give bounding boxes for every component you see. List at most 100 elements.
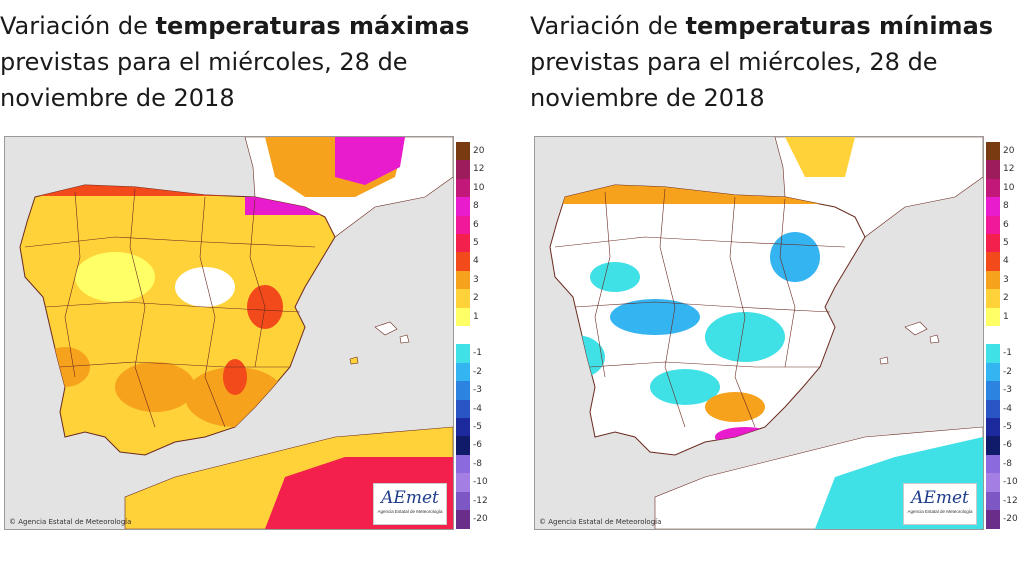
legend-label: -2 [473, 366, 482, 377]
min-temperature-map: © Agencia Estatal de Meteorología AEmet … [534, 136, 984, 530]
legend-swatch [986, 418, 1000, 437]
legend-swatch [456, 436, 470, 456]
legend-label: -20 [473, 514, 488, 524]
legend-item: 4 [986, 252, 1024, 272]
legend-swatch [986, 289, 1000, 309]
legend-label: 4 [1003, 256, 1009, 267]
legend-swatch [456, 197, 470, 217]
legend-label: 2 [473, 293, 479, 304]
legend-swatch [986, 381, 1000, 401]
legend-label: 10 [1003, 182, 1015, 193]
legend-item: -8 [456, 454, 504, 474]
legend-label: -1 [1003, 348, 1012, 359]
legend-label: -12 [473, 495, 488, 506]
legend-label: 6 [473, 219, 479, 230]
legend-swatch [986, 215, 1000, 235]
min-temperature-panel: Variación de temperaturas mínimas previs… [530, 0, 1024, 576]
legend-label: -5 [473, 422, 482, 432]
legend-swatch [456, 142, 470, 161]
france-anomaly-high [335, 137, 405, 185]
legend-item: -12 [456, 491, 504, 511]
legend-label: 4 [473, 256, 479, 267]
legend-swatch [986, 252, 1000, 272]
legend-label: -8 [473, 458, 482, 469]
legend-item: 8 [456, 197, 504, 217]
legend-swatch [456, 418, 470, 437]
max-color-legend: 20 12 10 8 6 5 4 3 2 1 -1 -2 -3 -4 -5 -6 -8 -10 -12 -20 [456, 142, 504, 529]
legend-label: -3 [473, 385, 482, 396]
legend-item: -4 [986, 399, 1024, 419]
legend-item: 8 [986, 197, 1024, 217]
legend-swatch [456, 252, 470, 272]
legend-swatch [456, 178, 470, 198]
legend-item: -10 [456, 473, 504, 493]
legend-item: -4 [456, 399, 504, 419]
legend-swatch [456, 160, 470, 180]
legend-swatch [456, 362, 470, 382]
legend-item: -10 [986, 473, 1024, 493]
legend-label: 20 [1003, 146, 1015, 156]
legend-item: 1 [986, 307, 1024, 327]
legend-item: 4 [456, 252, 504, 272]
legend-swatch [986, 399, 1000, 419]
legend-swatch [986, 178, 1000, 198]
legend-item: -1 [456, 344, 504, 364]
legend-item: -6 [986, 436, 1024, 456]
legend-label: 6 [1003, 219, 1009, 230]
balearic-islands [904, 321, 940, 344]
legend-swatch [456, 234, 470, 253]
legend-swatch [986, 326, 1000, 345]
legend-swatch [986, 510, 1000, 529]
legend-label: -10 [1003, 477, 1018, 488]
legend-swatch [986, 473, 1000, 493]
legend-item: -6 [456, 436, 504, 456]
legend-item: 1 [456, 307, 504, 327]
legend-item: 3 [456, 270, 504, 290]
legend-item: -20 [456, 510, 504, 529]
legend-swatch [986, 270, 1000, 290]
legend-item: 6 [986, 215, 1024, 235]
aemet-logo: AEmet Agencia Estatal de Meteorología [903, 483, 977, 525]
legend-item: -5 [986, 418, 1024, 437]
legend-item: 12 [456, 160, 504, 180]
legend-swatch [986, 491, 1000, 511]
min-panel-title: Variación de temperaturas mínimas previs… [530, 12, 994, 112]
legend-item: -2 [456, 362, 504, 382]
legend-label: 8 [473, 201, 479, 212]
legend-item [456, 326, 504, 345]
legend-item: 5 [986, 234, 1024, 253]
legend-swatch [986, 362, 1000, 382]
legend-label: 12 [1003, 164, 1015, 175]
legend-item: -20 [986, 510, 1024, 529]
legend-item: -1 [986, 344, 1024, 364]
legend-item: 3 [986, 270, 1024, 290]
legend-item: 10 [986, 178, 1024, 198]
legend-swatch [986, 307, 1000, 327]
min-color-legend: 20 12 10 8 6 5 4 3 2 1 -1 -2 -3 -4 -5 -6 -8 -10 -12 -20 [986, 142, 1024, 529]
legend-label: 20 [473, 146, 485, 156]
legend-swatch [456, 454, 470, 474]
iberia-land [549, 184, 866, 456]
legend-item: -5 [456, 418, 504, 437]
legend-item: 2 [456, 289, 504, 309]
province-borders [554, 188, 846, 428]
legend-swatch [456, 289, 470, 309]
legend-label: 8 [1003, 201, 1009, 212]
legend-swatch [456, 381, 470, 401]
legend-label: 1 [1003, 311, 1009, 322]
legend-item: 5 [456, 234, 504, 253]
legend-swatch [456, 510, 470, 529]
province-borders [24, 188, 316, 428]
legend-swatch [456, 491, 470, 511]
legend-label: -2 [1003, 366, 1012, 377]
legend-item: -3 [456, 381, 504, 401]
legend-label: 10 [473, 182, 485, 193]
legend-item: 12 [986, 160, 1024, 180]
legend-item [986, 326, 1024, 345]
legend-label: -8 [1003, 458, 1012, 469]
legend-swatch [456, 307, 470, 327]
legend-swatch [456, 270, 470, 290]
legend-item: 10 [456, 178, 504, 198]
legend-item: 2 [986, 289, 1024, 309]
balearic-islands [374, 321, 410, 344]
